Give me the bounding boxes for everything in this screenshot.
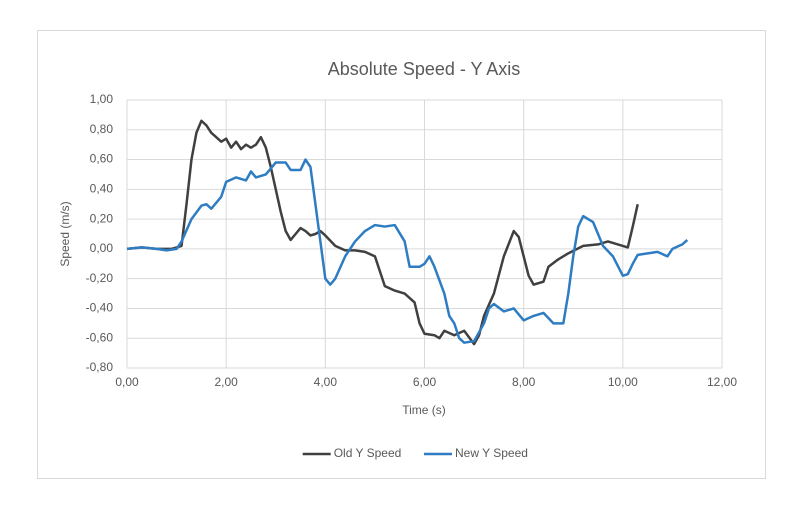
x-tick-label: 4,00 <box>314 375 338 389</box>
y-tick-label: 0,40 <box>90 182 114 196</box>
legend-label: New Y Speed <box>455 446 528 460</box>
y-tick-label: 0,20 <box>90 211 114 225</box>
legend-label: Old Y Speed <box>334 446 402 460</box>
x-tick-label: 2,00 <box>214 375 238 389</box>
y-tick-label: -0,40 <box>86 301 114 315</box>
chart-title: Absolute Speed - Y Axis <box>328 59 520 79</box>
x-axis-label: Time (s) <box>402 403 446 417</box>
x-tick-label: 8,00 <box>512 375 536 389</box>
series-line <box>126 158 689 344</box>
x-tick-label: 0,00 <box>115 375 139 389</box>
y-tick-label: -0,20 <box>86 271 114 285</box>
y-tick-label: -0,60 <box>86 330 114 344</box>
x-tick-label: 6,00 <box>413 375 437 389</box>
y-tick-label: -0,80 <box>86 360 114 374</box>
y-tick-label: 1,00 <box>90 92 114 106</box>
y-tick-label: 0,00 <box>90 241 114 255</box>
y-tick-label: 0,60 <box>90 152 114 166</box>
x-tick-label: 12,00 <box>707 375 737 389</box>
y-tick-label: 0,80 <box>90 122 114 136</box>
y-axis-label: Speed (m/s) <box>58 201 72 266</box>
x-tick-label: 10,00 <box>608 375 638 389</box>
